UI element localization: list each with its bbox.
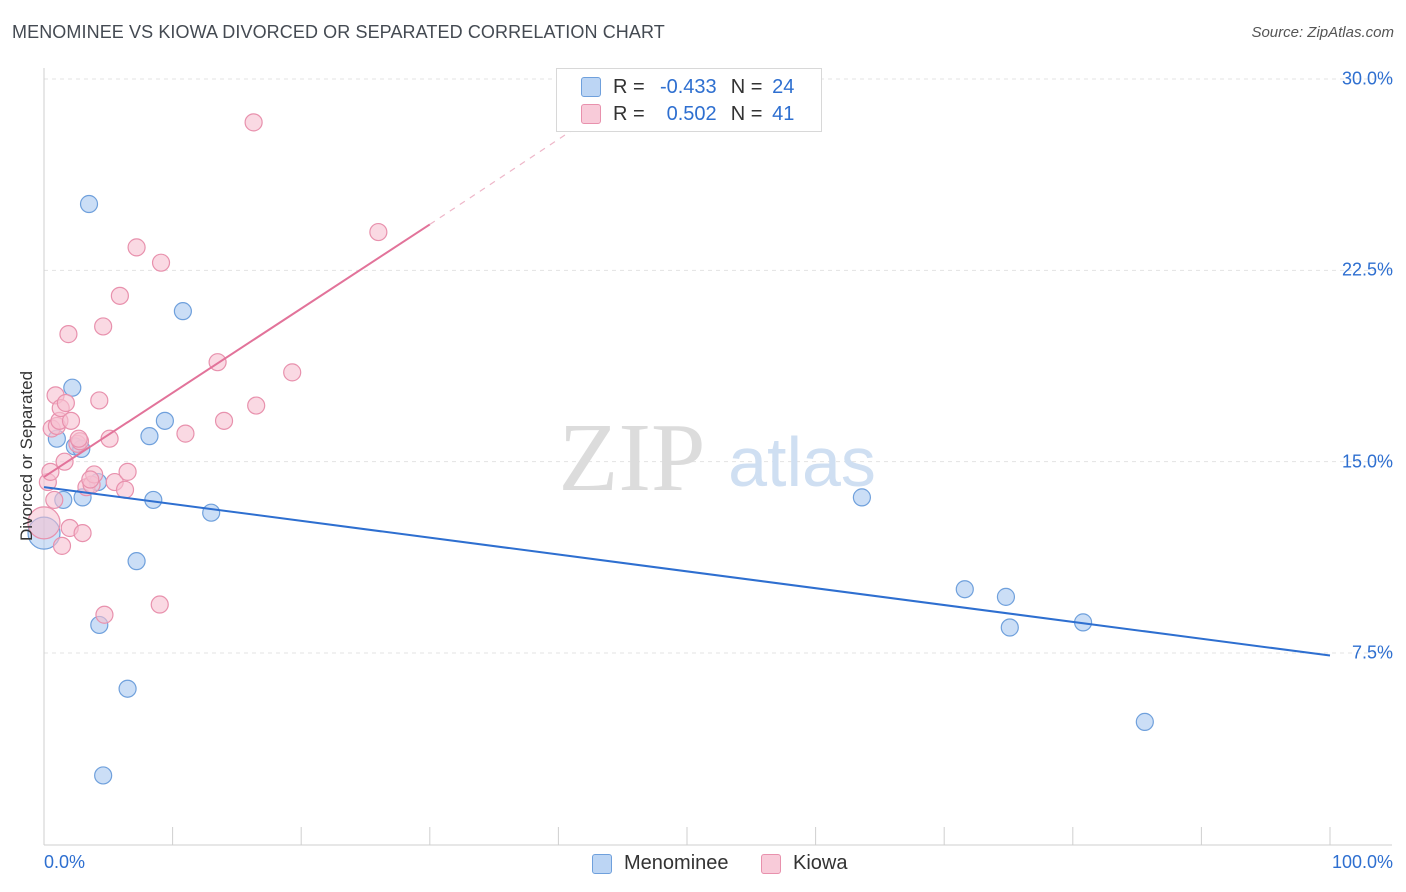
data-point-kiowa — [90, 391, 109, 410]
data-point-kiowa — [110, 286, 129, 305]
data-point-kiowa — [27, 506, 61, 540]
data-point-kiowa — [247, 396, 266, 415]
data-point-kiowa — [59, 325, 78, 344]
data-point-menominee — [1135, 712, 1154, 731]
data-point-kiowa — [52, 536, 72, 555]
trend-line-menominee — [43, 486, 1331, 657]
grid-lines — [44, 78, 1392, 654]
data-point-menominee — [955, 580, 974, 599]
y-tick-label: 15.0% — [1341, 451, 1393, 472]
data-point-kiowa — [95, 605, 114, 624]
data-point-kiowa — [244, 113, 263, 132]
watermark: ZIP atlas — [559, 404, 876, 512]
data-point-menominee — [118, 679, 137, 698]
watermark-zip: ZIP — [559, 404, 706, 512]
data-point-menominee — [94, 766, 113, 785]
data-point-kiowa — [176, 424, 195, 443]
x-tick-label: 100.0% — [1331, 852, 1393, 872]
data-point-kiowa — [150, 595, 169, 614]
data-point-kiowa — [118, 462, 137, 481]
legend-item-label: Menominee — [624, 852, 729, 874]
legend-n-value: 24 — [772, 75, 795, 98]
data-point-kiowa — [56, 393, 75, 413]
series-kiowa-points — [27, 113, 388, 624]
data-point-kiowa — [81, 470, 100, 489]
data-point-menominee — [79, 194, 99, 214]
data-point-kiowa — [45, 490, 64, 510]
legend-n-value: 41 — [772, 102, 795, 125]
trend-lines — [43, 96, 1331, 657]
legend-item-menominee[interactable]: Menominee — [592, 852, 729, 875]
data-point-menominee — [1000, 618, 1019, 637]
data-point-menominee — [127, 552, 146, 571]
legend-r-label: R = — [613, 75, 645, 98]
source-label: Source: ZipAtlas.com — [1251, 24, 1394, 41]
data-point-kiowa — [61, 411, 81, 430]
data-point-kiowa — [94, 317, 113, 336]
legend-r-value: 0.502 — [666, 102, 717, 125]
data-point-menominee — [155, 411, 174, 430]
x-tick-label: 0.0% — [44, 852, 86, 872]
legend-r-value: -0.433 — [659, 75, 717, 98]
axes — [43, 68, 1392, 846]
legend-row-menominee: R = -0.433 N = 24 — [581, 74, 794, 100]
data-point-menominee — [140, 427, 159, 446]
y-tick-label: 30.0% — [1341, 68, 1393, 89]
data-point-kiowa — [283, 363, 302, 382]
kiowa-swatch — [581, 104, 601, 124]
legend-item-label: Kiowa — [793, 852, 848, 874]
data-point-kiowa — [115, 480, 135, 499]
menominee-swatch — [592, 853, 612, 874]
legend-n-label: N = — [730, 75, 763, 98]
kiowa-swatch — [761, 853, 781, 874]
y-axis-label: Divorced or Separated — [17, 370, 36, 542]
data-point-menominee — [996, 587, 1016, 606]
series-legend: Menominee Kiowa — [0, 852, 1406, 878]
data-point-kiowa — [214, 411, 234, 430]
trend-line-kiowa — [43, 223, 431, 478]
data-point-kiowa — [369, 222, 388, 242]
data-point-kiowa — [151, 253, 171, 272]
legend-n-label: N = — [730, 102, 763, 125]
data-point-menominee — [173, 302, 192, 321]
y-tick-label: 22.5% — [1341, 259, 1393, 280]
data-point-kiowa — [127, 238, 146, 257]
data-point-menominee — [202, 503, 221, 522]
watermark-atlas: atlas — [728, 423, 876, 501]
data-point-kiowa — [73, 523, 92, 543]
legend-row-kiowa: R = 0.502 N = 41 — [581, 101, 794, 127]
legend-r-label: R = — [613, 102, 645, 125]
y-tick-label: 7.5% — [1351, 642, 1393, 663]
menominee-swatch — [581, 77, 601, 97]
legend-item-kiowa[interactable]: Kiowa — [761, 852, 847, 875]
stats-legend: R = -0.433 N = 24 R = 0.502 N = 41 — [556, 68, 822, 132]
data-point-kiowa — [69, 429, 88, 448]
data-point-menominee — [852, 488, 871, 507]
chart-title: MENOMINEE VS KIOWA DIVORCED OR SEPARATED… — [12, 22, 665, 42]
data-point-menominee — [63, 378, 82, 397]
